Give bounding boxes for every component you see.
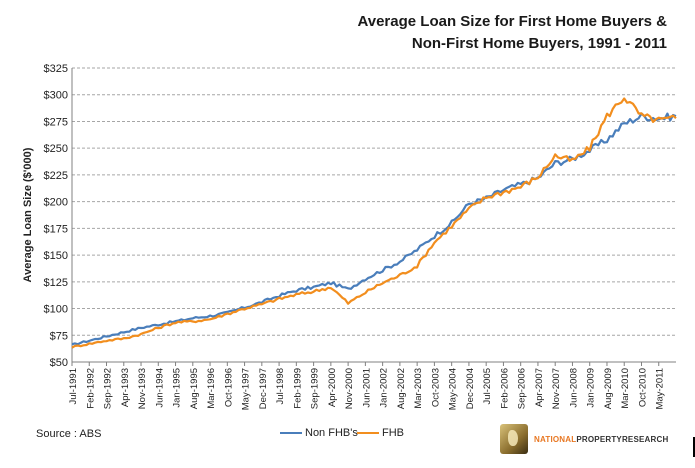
- y-tick-label-6: $200: [44, 197, 68, 209]
- x-tick-label-33: Oct-2010: [637, 368, 648, 407]
- y-tick-label-5: $175: [44, 223, 68, 235]
- x-tick-label-25: Feb-2006: [499, 368, 510, 409]
- x-tick-label-21: Oct-2003: [430, 368, 441, 407]
- x-tick-label-11: Dec-1997: [258, 368, 269, 409]
- legend-label-non-fhb: Non FHB's: [305, 427, 358, 439]
- x-tick-label-17: Jun-2001: [361, 368, 372, 408]
- series-line-fhb: [71, 97, 677, 349]
- legend-label-fhb: FHB: [382, 427, 404, 439]
- chart-title-line-1: Average Loan Size for First Home Buyers …: [357, 13, 667, 30]
- x-tick-label-3: Apr-1993: [120, 368, 131, 407]
- logo-word-national: NATIONAL: [534, 434, 577, 444]
- x-tick-label-15: Apr-2000: [327, 368, 338, 407]
- x-tick-label-14: Sep-1999: [310, 368, 321, 409]
- series-line-non-fhb: [71, 112, 677, 346]
- x-tick-label-29: Jun-2008: [568, 368, 579, 408]
- x-tick-label-9: Oct-1996: [223, 368, 234, 407]
- x-tick-label-28: Nov-2007: [551, 368, 562, 409]
- x-tick-label-10: May-1997: [241, 368, 252, 410]
- x-tick-label-13: Feb-1999: [292, 368, 303, 409]
- y-tick-label-11: $325: [44, 63, 68, 75]
- x-tick-label-26: Sep-2006: [517, 368, 528, 409]
- x-tick-label-6: Jan-1995: [172, 368, 183, 408]
- logo-emblem-icon: [500, 424, 528, 454]
- x-tick-label-27: Apr-2007: [534, 368, 545, 407]
- x-tick-label-0: Jul-1991: [68, 368, 79, 404]
- x-tick-label-8: Mar-1996: [206, 368, 217, 409]
- logo-word-property: PROPERTY: [576, 434, 622, 444]
- legend-item-non-fhb: Non FHB's: [280, 427, 358, 439]
- y-tick-label-7: $225: [44, 170, 68, 182]
- x-tick-label-1: Feb-1992: [85, 368, 96, 409]
- y-tick-label-10: $300: [44, 90, 68, 102]
- y-tick-label-8: $250: [44, 143, 68, 155]
- x-tick-label-30: Jan-2009: [586, 368, 597, 408]
- y-tick-label-9: $275: [44, 116, 68, 128]
- x-tick-label-31: Aug-2009: [603, 368, 614, 409]
- source-note: Source : ABS: [36, 428, 102, 440]
- logo-word-research: RESEARCH: [621, 434, 669, 444]
- x-tick-label-22: May-2004: [448, 368, 459, 410]
- x-tick-label-5: Jun-1994: [154, 368, 165, 408]
- national-property-research-logo: NATIONALPROPERTYRESEARCH: [500, 422, 672, 456]
- x-tick-label-19: Aug-2002: [396, 368, 407, 409]
- x-tick-label-18: Jan-2002: [379, 368, 390, 408]
- legend-item-fhb: FHB: [357, 427, 404, 439]
- chart-title-line-2: Non-First Home Buyers, 1991 - 2011: [411, 35, 667, 52]
- y-tick-label-2: $100: [44, 304, 68, 316]
- x-tick-label-7: Aug-1995: [189, 368, 200, 409]
- x-tick-label-12: Jul-1998: [275, 368, 286, 404]
- legend-swatch-non-fhb: [280, 432, 302, 434]
- legend-swatch-fhb: [357, 432, 379, 434]
- x-tick-label-23: Dec-2004: [465, 368, 476, 409]
- y-tick-label-0: $50: [50, 357, 68, 369]
- y-axis-title: Average Loan Size ($'000): [22, 147, 34, 282]
- x-tick-label-32: Mar-2010: [620, 368, 631, 409]
- y-tick-label-1: $75: [50, 330, 68, 342]
- edge-mark: [693, 437, 695, 457]
- x-tick-label-2: Sep-1992: [103, 368, 114, 409]
- x-tick-label-16: Nov-2000: [344, 368, 355, 409]
- y-tick-label-4: $150: [44, 250, 68, 262]
- x-tick-label-4: Nov-1993: [137, 368, 148, 409]
- x-tick-label-20: Mar-2003: [413, 368, 424, 409]
- x-tick-label-24: Jul-2005: [482, 368, 493, 404]
- y-tick-label-3: $125: [44, 277, 68, 289]
- x-tick-label-34: May-2011: [655, 368, 666, 410]
